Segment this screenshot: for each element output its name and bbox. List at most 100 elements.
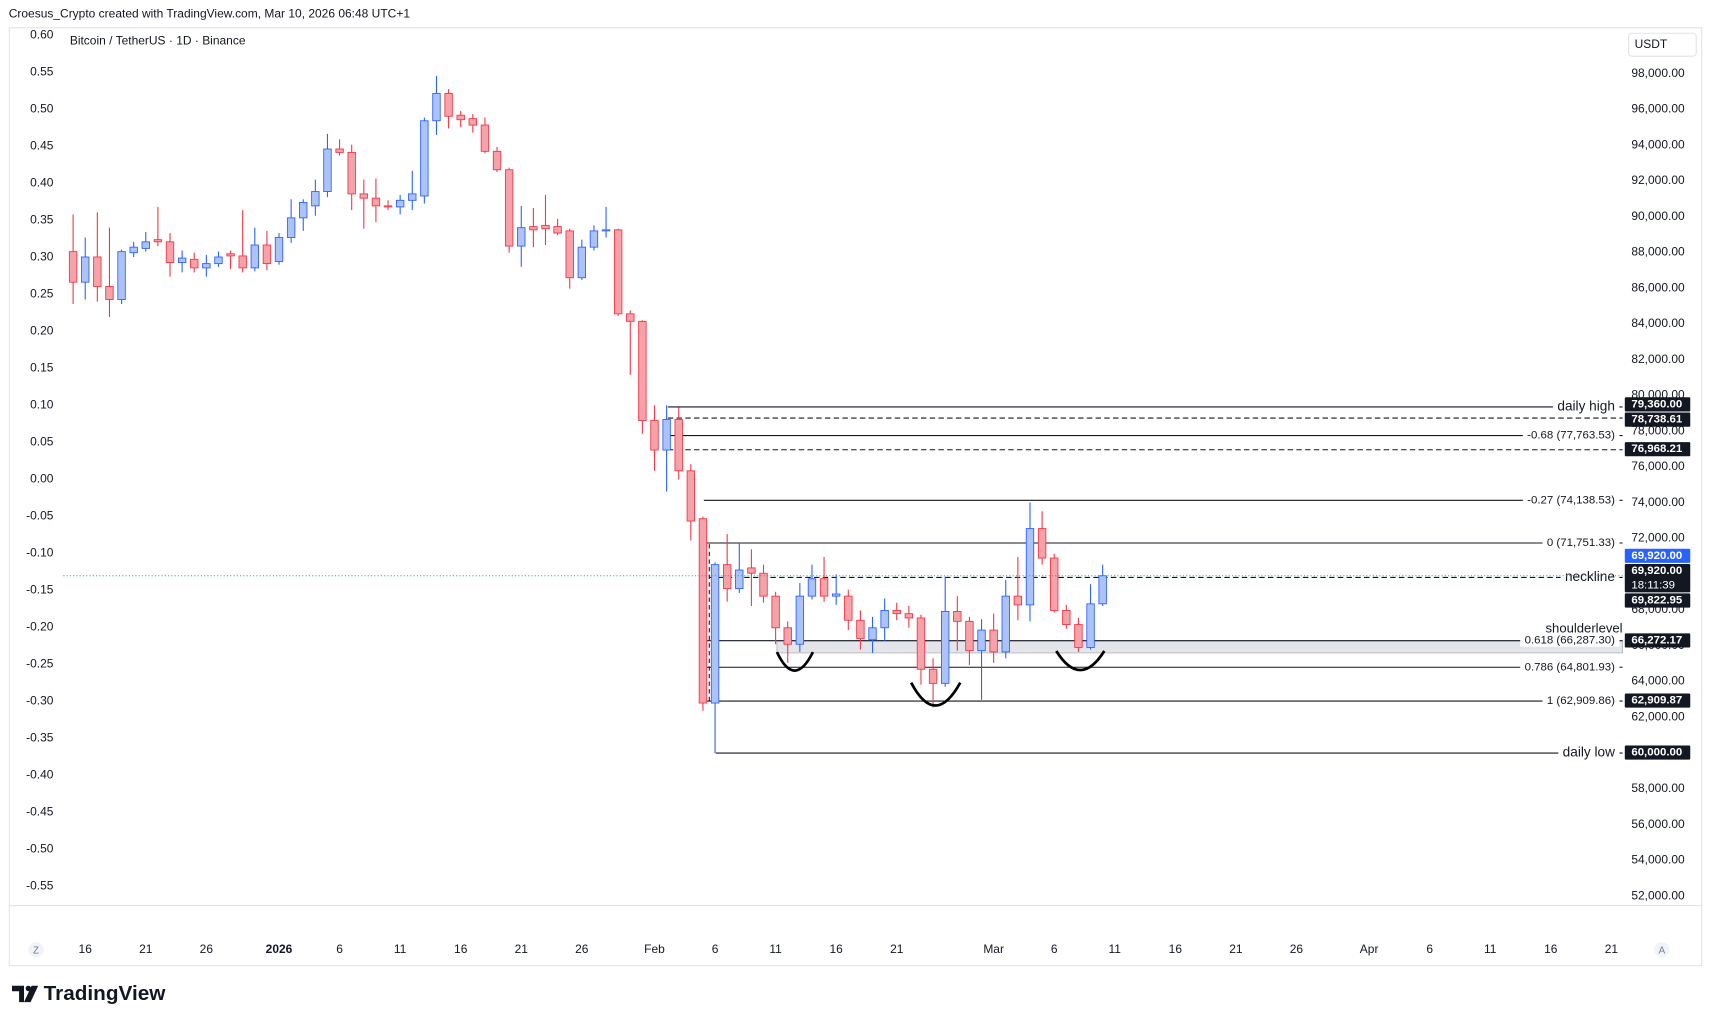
shoulder-zone [776, 640, 1623, 654]
price-badge [1624, 397, 1691, 412]
left-shoulder-arc [775, 651, 815, 672]
level-label: 1 (62,909.86) [1547, 695, 1615, 707]
candle-body [286, 217, 296, 238]
y-tick-label: 54,000.00 [1631, 853, 1685, 867]
x-tick-label: 21 [1229, 942, 1243, 956]
candle-body [662, 419, 671, 451]
candle-body [504, 169, 514, 247]
candle-body [965, 620, 974, 652]
x-tick-label: 11 [769, 942, 782, 956]
y2-tick-label: 0.25 [30, 287, 54, 301]
candle-body [553, 226, 562, 234]
price-badge [1624, 593, 1691, 608]
y-tick-label: 86,000.00 [1631, 280, 1685, 294]
candle-body [686, 470, 696, 522]
x-tick-label: 11 [1484, 942, 1497, 956]
price-badge-label: 78,738.61 [1631, 414, 1683, 426]
y2-tick-label: -0.40 [26, 768, 54, 782]
candle-body [420, 120, 429, 197]
price-badge-label: 60,000.00 [1631, 747, 1682, 759]
x-tick-label: 21 [890, 942, 904, 956]
candle-body [81, 256, 90, 283]
candle-body [311, 191, 320, 207]
price-badge-countdown: 18:11:39 [1631, 579, 1675, 591]
candle-body [177, 257, 187, 263]
y2-tick-label: -0.05 [26, 509, 54, 523]
level-label-bg [1553, 398, 1620, 414]
y-tick-label: 92,000.00 [1631, 173, 1685, 187]
candle-body [432, 92, 441, 122]
y2-tick-label: 0.45 [30, 139, 54, 153]
candle-body [141, 241, 150, 249]
y2-tick-label: -0.10 [26, 546, 54, 560]
candle-body [565, 230, 574, 279]
x-tick-label: 26 [200, 942, 214, 956]
y2-tick-label: -0.45 [26, 805, 54, 819]
candle-body [335, 148, 344, 153]
x-tick-label: 16 [830, 942, 844, 956]
x-tick-label: 6 [336, 942, 343, 956]
x-tick-label: Apr [1360, 942, 1379, 956]
x-tick-label: 16 [454, 942, 468, 956]
logo-text: TradingView [44, 982, 167, 1005]
level-label-bg [1522, 429, 1620, 442]
candle-body [165, 241, 175, 263]
candle-body [795, 595, 805, 645]
candle-body [202, 263, 211, 269]
candle-body [541, 224, 550, 230]
auto-scale-button[interactable]: A [1659, 945, 1666, 956]
candle-body [589, 230, 599, 248]
logo-icon [12, 985, 39, 1003]
y2-tick-label: -0.15 [26, 583, 54, 597]
candle-body [1074, 624, 1083, 648]
x-tick-label: 11 [1109, 942, 1122, 956]
logo-shape [12, 985, 25, 1003]
level-label-bg [1520, 634, 1620, 647]
price-badge-label: 79,360.00 [1631, 398, 1682, 410]
timezone-button-bg[interactable] [28, 942, 44, 958]
candle-body [916, 617, 926, 670]
candle-body [831, 593, 841, 597]
level-label-bg [1520, 661, 1620, 674]
y-tick-label: 62,000.00 [1631, 710, 1685, 724]
y2-tick-label: 0.00 [30, 472, 54, 486]
candle-body [468, 118, 478, 126]
candle-body [953, 611, 962, 622]
x-tick-label: 21 [1605, 942, 1619, 956]
currency-box[interactable] [1628, 32, 1697, 57]
x-tick-label: 16 [1169, 942, 1183, 956]
currency[interactable]: USDT [1635, 37, 1668, 51]
candle-body [226, 253, 235, 257]
candle-body [274, 237, 284, 262]
y-tick-label: 64,000.00 [1631, 674, 1685, 688]
price-badge [1624, 442, 1691, 457]
level-label-bg [1522, 494, 1620, 507]
x-tick-label: 6 [1051, 942, 1058, 956]
candle-body [771, 595, 780, 629]
candle-body [129, 246, 138, 254]
right-shoulder-arc [1055, 650, 1106, 672]
auto-scale-button-bg[interactable] [1654, 942, 1670, 958]
zone-label: shoulderlevel [1546, 620, 1623, 635]
y-tick-label: 52,000.00 [1631, 888, 1685, 902]
candle-body [650, 420, 659, 451]
price-badge [1624, 745, 1691, 760]
y2-tick-label: 0.15 [30, 361, 54, 375]
price-badge [1624, 563, 1691, 593]
candle-body [1025, 528, 1035, 606]
plot-layer: 0.60 0.55 0.50 0.45 0.40 0.35 0.30 0.25 0.20 0.15… [26, 28, 1691, 956]
candle-body [1050, 557, 1059, 611]
y-tick-label: 74,000.00 [1631, 495, 1685, 509]
candle-body [262, 244, 272, 265]
price-badge-label: 69,822.95 [1631, 595, 1683, 607]
price-badge-label: 69,920.00 [1631, 550, 1682, 562]
y-tick-label: 58,000.00 [1631, 781, 1685, 795]
timezone-button[interactable]: Z [33, 945, 39, 956]
candle-body [105, 286, 114, 300]
level-label-bg [1542, 695, 1620, 708]
candle-body [626, 313, 635, 322]
candle-body [977, 629, 986, 652]
candle-body [819, 578, 829, 597]
